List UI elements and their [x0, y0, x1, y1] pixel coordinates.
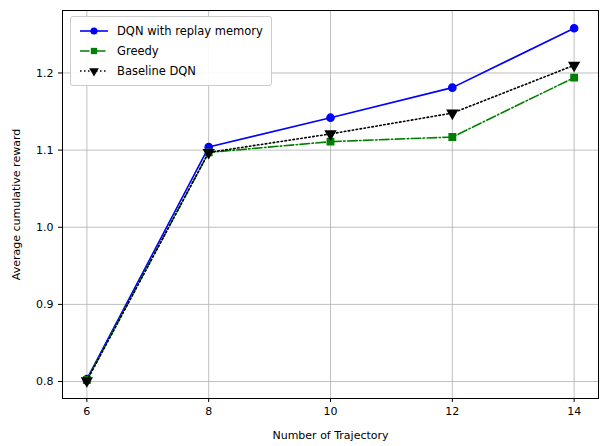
svg-text:14: 14: [567, 405, 581, 418]
svg-text:12: 12: [445, 405, 459, 418]
html-text:Greedy: Greedy: [117, 44, 159, 58]
svg-text:0.9: 0.9: [36, 298, 54, 311]
svg-text:Number of Trajectory: Number of Trajectory: [272, 429, 389, 442]
svg-text:0.8: 0.8: [36, 375, 54, 388]
svg-text:1.0: 1.0: [36, 221, 54, 234]
svg-text:6: 6: [83, 405, 90, 418]
svg-text:Average cumulative reward: Average cumulative reward: [10, 129, 23, 280]
svg-text:10: 10: [324, 405, 338, 418]
html-text:Baseline DQN: Baseline DQN: [117, 64, 196, 78]
svg-text:8: 8: [205, 405, 212, 418]
svg-text:1.2: 1.2: [36, 67, 54, 80]
svg-text:1.1: 1.1: [36, 144, 54, 157]
html-text:DQN with replay memory: DQN with replay memory: [117, 24, 263, 38]
